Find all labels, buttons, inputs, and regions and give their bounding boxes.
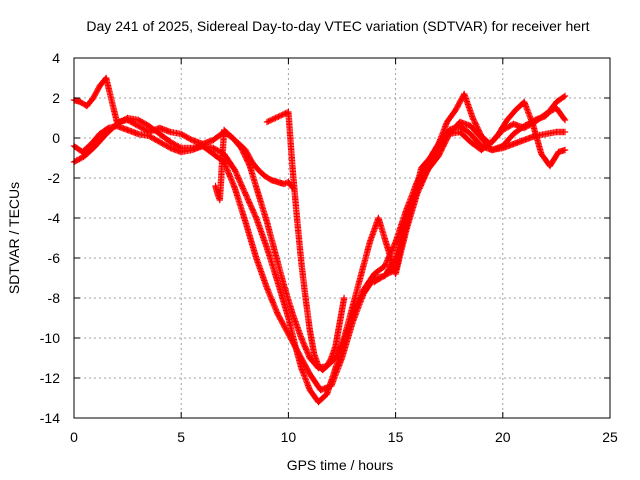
y-tick-label: -6 [48,250,61,266]
data-points-satellite-track-6 [371,90,569,286]
y-tick-label: -8 [48,290,61,306]
x-tick-label: 5 [177,429,185,445]
x-tick-label: 0 [70,429,78,445]
data-points-satellite-track-5 [263,108,348,374]
x-tick-label: 15 [388,429,404,445]
x-tick-label: 20 [495,429,511,445]
grid-layer [74,58,610,418]
series-satellite-track-6 [371,90,569,286]
y-tick-label: -14 [40,410,60,426]
series-satellite-track-5 [263,108,348,374]
series-satellite-track-4 [212,126,296,204]
x-tick-label: 25 [602,429,618,445]
y-tick-label: -4 [48,210,61,226]
y-tick-label: -2 [48,170,61,186]
y-axis-label: SDTVAR / TECUs [6,182,22,294]
y-tick-label: 2 [52,90,60,106]
y-tick-label: -10 [40,330,60,346]
data-points-satellite-track-4 [212,126,296,204]
x-tick-label: 10 [281,429,297,445]
y-tick-label: 0 [52,130,60,146]
y-tick-label: 4 [52,50,60,66]
y-tick-label: -12 [40,370,60,386]
chart-title: Day 241 of 2025, Sidereal Day-to-day VTE… [86,18,589,34]
x-axis-label: GPS time / hours [287,457,394,473]
plot-frame [73,57,611,419]
ticks-layer: 0 5 10 15 20 25 -14 -12 -10 -8 -6 -4 -2 0 2 4 [40,50,618,445]
